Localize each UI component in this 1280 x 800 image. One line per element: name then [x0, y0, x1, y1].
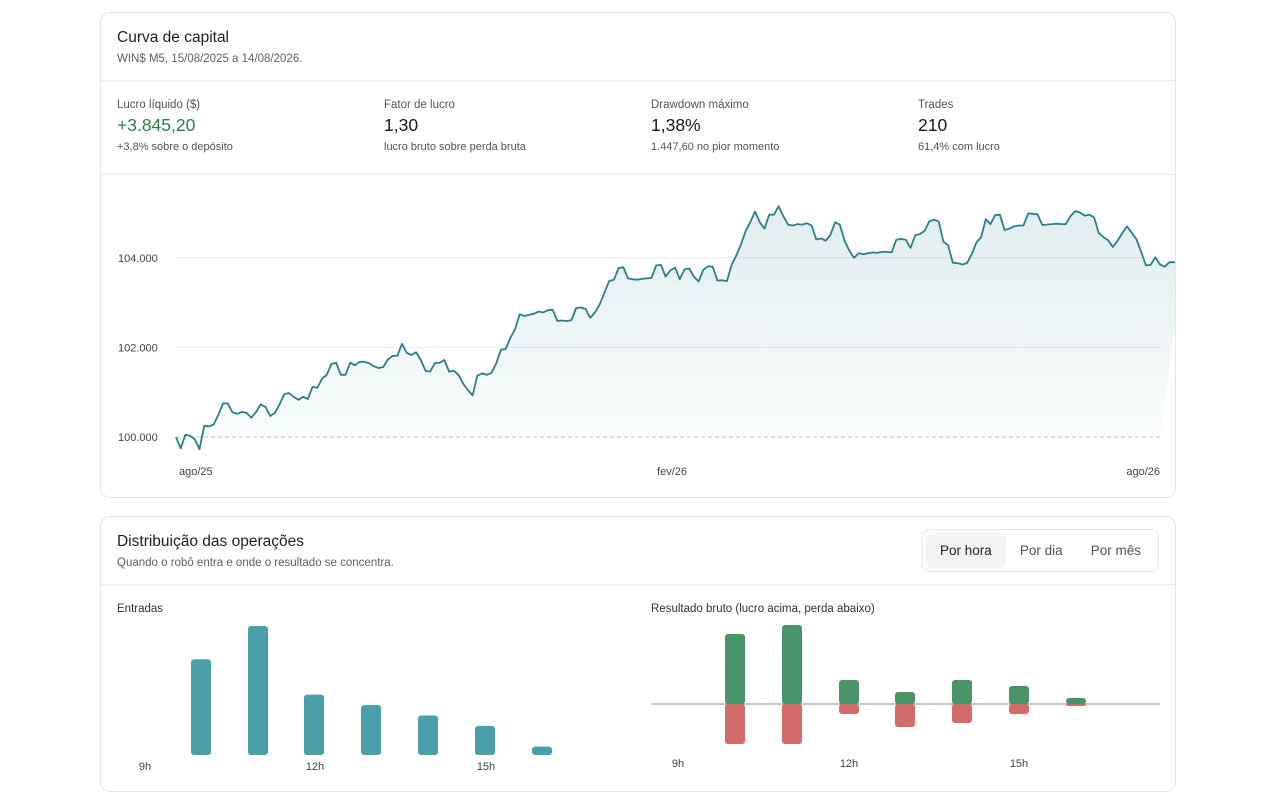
tab-per-hour[interactable]: Por hora [926, 533, 1006, 568]
equity-chart-svg: 100.000 102.000 104.000 ago/25 fev/26 ago/26 [118, 205, 1175, 478]
entries-bar [418, 715, 438, 755]
equity-title: Curva de capital [117, 29, 230, 46]
stat-value: 210 [918, 115, 948, 135]
entries-x-tick-label: 12h [306, 761, 324, 773]
equity-chart: 100.000 102.000 104.000 ago/25 fev/26 ago/26 [101, 175, 1175, 497]
entries-bar [361, 705, 381, 755]
entries-x-tick-label: 9h [139, 761, 151, 773]
x-tick-label: fev/26 [657, 466, 687, 478]
stat-value: +3.845,20 [117, 115, 196, 135]
stat-trades: Trades 210 61,4% com lucro [918, 99, 1000, 153]
loss-bar [725, 704, 745, 744]
entries-bar [248, 626, 268, 755]
stat-profit-factor: Fator de lucro 1,30 lucro bruto sobre pe… [384, 99, 526, 153]
stat-note: 1.447,60 no pior momento [651, 141, 780, 153]
distribution-charts-svg: 9h 12h 15h 9h 12h 15h [139, 625, 1160, 773]
stat-value: 1,38% [651, 115, 701, 135]
entries-x-tick-label: 15h [477, 761, 495, 773]
result-x-tick-label: 15h [1010, 758, 1028, 770]
y-tick-label: 102.000 [118, 342, 158, 354]
equity-card-header: Curva de capital WIN$ M5, 15/08/2025 a 1… [101, 13, 1175, 81]
equity-subtitle: WIN$ M5, 15/08/2025 a 14/08/2026. [117, 53, 303, 65]
loss-bar [895, 704, 915, 727]
equity-stats: Lucro líquido ($) +3.845,20 +3,8% sobre … [101, 81, 1175, 175]
grouping-segmented-control: Por hora Por dia Por mês [922, 529, 1159, 572]
equity-card: Curva de capital WIN$ M5, 15/08/2025 a 1… [100, 12, 1176, 498]
stat-net-profit: Lucro líquido ($) +3.845,20 +3,8% sobre … [117, 99, 233, 153]
loss-bar [839, 704, 859, 714]
stat-note: +3,8% sobre o depósito [117, 141, 233, 153]
distribution-subtitle: Quando o robô entra e onde o resultado s… [117, 557, 394, 569]
entries-bar [191, 659, 211, 755]
stat-label: Fator de lucro [384, 99, 455, 111]
profit-bar [952, 680, 972, 704]
x-tick-label: ago/26 [1126, 466, 1160, 478]
distribution-body: Entradas Resultado bruto (lucro acima, p… [101, 585, 1175, 791]
result-x-tick-label: 12h [840, 758, 858, 770]
stat-value: 1,30 [384, 115, 419, 135]
entries-bar [304, 694, 324, 755]
stat-note: lucro bruto sobre perda bruta [384, 141, 526, 153]
equity-line [175, 205, 1175, 451]
stat-label: Drawdown máximo [651, 99, 749, 111]
y-tick-label: 100.000 [118, 432, 158, 444]
profit-bar [895, 692, 915, 704]
stat-note: 61,4% com lucro [918, 141, 1000, 153]
profit-bar [1009, 686, 1029, 704]
tab-per-day[interactable]: Por dia [1006, 533, 1077, 568]
profit-bar [725, 634, 745, 704]
loss-bar [782, 704, 802, 744]
profit-bar [1066, 698, 1086, 704]
distribution-title: Distribuição das operações [117, 533, 304, 550]
profit-bar [839, 680, 859, 704]
entries-label: Entradas [117, 603, 164, 615]
loss-bar [1009, 704, 1029, 714]
x-tick-label: ago/25 [179, 466, 213, 478]
equity-area [176, 206, 1175, 450]
profit-bar [782, 625, 802, 704]
distribution-card: Distribuição das operações Quando o robô… [100, 516, 1176, 792]
stat-label: Trades [918, 99, 954, 111]
loss-bar [1066, 704, 1086, 706]
stat-max-drawdown: Drawdown máximo 1,38% 1.447,60 no pior m… [651, 99, 779, 153]
distribution-card-header: Distribuição das operações Quando o robô… [101, 517, 1175, 585]
entries-bar [532, 746, 552, 755]
y-tick-label: 104.000 [118, 253, 158, 265]
tab-per-month[interactable]: Por mês [1077, 533, 1155, 568]
loss-bar [952, 704, 972, 723]
entries-bar [475, 725, 495, 755]
result-label: Resultado bruto (lucro acima, perda abai… [651, 603, 875, 615]
stat-label: Lucro líquido ($) [117, 99, 201, 111]
result-x-tick-label: 9h [672, 758, 684, 770]
